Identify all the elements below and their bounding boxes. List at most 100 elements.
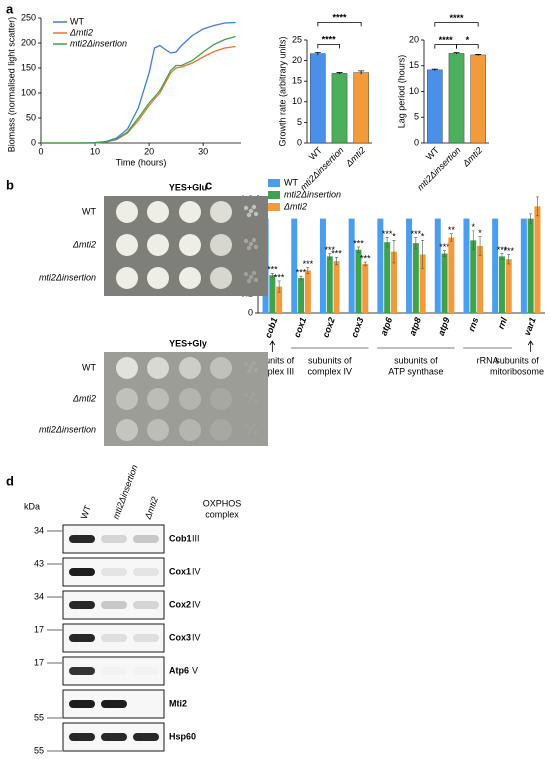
x-tick-label: 20	[144, 146, 154, 156]
bar	[448, 53, 465, 144]
strain-label: WT	[82, 206, 96, 216]
bar	[441, 253, 448, 313]
colony	[253, 398, 259, 404]
y-tick-label: 0	[414, 137, 419, 147]
significance-bracket	[317, 43, 340, 49]
band	[69, 733, 95, 741]
error-bar	[414, 237, 418, 250]
significance-label: *	[478, 228, 482, 238]
colony	[246, 368, 252, 374]
colony	[251, 422, 257, 428]
error-bar	[431, 68, 438, 71]
error-bar	[449, 233, 453, 242]
annotation-text: complex III	[251, 366, 295, 376]
panel-label: d	[6, 473, 14, 488]
spot	[179, 357, 201, 379]
band	[133, 535, 159, 543]
colony	[253, 277, 259, 283]
significance-bracket	[434, 44, 457, 49]
x-tick-label: rns	[466, 316, 480, 333]
line-series	[41, 35, 236, 144]
legend-swatch	[268, 191, 280, 199]
colony	[246, 278, 252, 284]
column-header: complex	[205, 509, 239, 519]
y-tick-label: 10	[409, 86, 419, 96]
bar	[377, 218, 384, 313]
lane-label: mti2Δinsertion	[111, 463, 140, 520]
legend-label: WT	[284, 177, 298, 187]
colony	[243, 361, 249, 367]
spot	[116, 234, 138, 256]
marker-label: 17	[34, 624, 44, 634]
legend-swatch	[268, 203, 280, 211]
significance-bracket	[434, 22, 479, 27]
error-bar	[328, 253, 332, 260]
x-tick-label: Δmti2	[460, 145, 484, 169]
significance-label: *	[466, 35, 470, 45]
colony	[253, 429, 259, 435]
colony	[243, 392, 249, 398]
annotation-text: mitoribosome	[490, 366, 544, 376]
significance-label: ***	[382, 229, 393, 239]
colony	[246, 430, 252, 436]
colony	[243, 205, 249, 211]
significance-label: *	[421, 232, 425, 242]
bar	[448, 237, 455, 313]
y-axis-label: Biomass (normalised light scatter)	[6, 17, 16, 153]
x-tick-label: rnl	[496, 316, 510, 331]
significance-label: ***	[267, 265, 278, 275]
marker-label: 34	[34, 591, 44, 601]
band	[69, 667, 95, 675]
error-bar	[314, 51, 321, 55]
bar	[310, 53, 326, 144]
bar	[326, 256, 333, 313]
annotation-text: subunits of	[495, 355, 539, 365]
complex-label: IV	[192, 599, 201, 609]
band	[69, 535, 95, 543]
annotation-text: ATP synthase	[388, 366, 443, 376]
error-bar	[385, 237, 389, 248]
x-tick-label: var1	[522, 316, 538, 337]
band	[133, 601, 159, 609]
colony	[246, 399, 252, 405]
x-tick-label: 30	[198, 146, 208, 156]
y-tick-label: 200	[21, 37, 36, 47]
spot	[116, 267, 138, 289]
significance-label: ***	[331, 249, 342, 259]
y-tick-label: 0	[31, 137, 36, 147]
significance-label: ***	[439, 242, 450, 252]
bar	[276, 286, 283, 313]
bar	[362, 263, 369, 313]
significance-label: ***	[360, 253, 371, 263]
panel-label: c	[205, 177, 212, 192]
error-bar	[529, 213, 533, 224]
spot	[147, 201, 169, 223]
bar	[470, 240, 477, 313]
colony	[243, 423, 249, 429]
line-series	[41, 45, 236, 144]
x-tick-label: atp6	[379, 315, 395, 337]
spot	[179, 234, 201, 256]
bar	[520, 218, 527, 313]
strain-label: WT	[82, 362, 96, 372]
protein-label: Atp6	[169, 665, 189, 675]
spot	[179, 201, 201, 223]
annotation-text: subunits of	[251, 355, 295, 365]
bar	[353, 72, 369, 144]
complex-label: III	[192, 533, 200, 543]
marker-label: 17	[34, 657, 44, 667]
band	[101, 535, 127, 543]
legend-label: mti2Δinsertion	[284, 189, 341, 199]
x-tick-label: WT	[424, 145, 441, 162]
error-bar	[507, 254, 511, 265]
bar	[419, 254, 426, 313]
y-tick-label: 15	[292, 76, 302, 86]
unit-label: kDa	[24, 501, 40, 511]
spot	[116, 201, 138, 223]
bar	[291, 218, 298, 313]
band	[69, 568, 95, 576]
band	[69, 700, 95, 708]
significance-label: ****	[449, 13, 464, 23]
y-tick-label: 25	[292, 34, 302, 44]
y-tick-label: 20	[409, 34, 419, 44]
